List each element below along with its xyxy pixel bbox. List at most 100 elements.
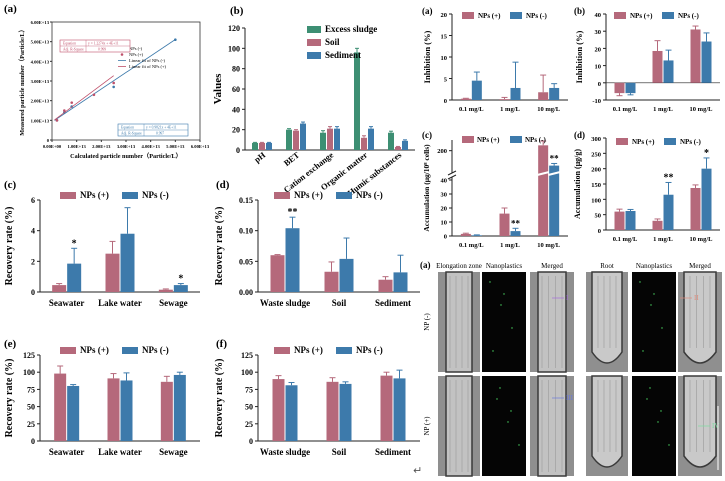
bar (300, 123, 306, 150)
legend-label: NPs (+) (80, 345, 109, 355)
y-axis-label: Accumulation (μg/g) (573, 149, 582, 219)
x-tick-label: 4.00E+13 (142, 144, 161, 149)
y-tick-label: -10 (592, 98, 601, 105)
annotation-label: IV (712, 422, 719, 430)
y-tick-label: 3.00E+13 (31, 79, 50, 84)
y-tick-label: 0.15 (239, 196, 253, 205)
legend-swatch (614, 12, 626, 19)
data-point (174, 38, 177, 41)
bar (158, 289, 173, 292)
y-tick-label: 0.05 (239, 257, 253, 266)
bar (701, 41, 712, 83)
r2-label: Adj. R-Square (121, 132, 142, 136)
legend-swatch (462, 136, 474, 143)
bar (625, 82, 636, 94)
equation-text: y = 1.2274x + 4E+11 (88, 42, 119, 46)
x-tick-label: 0.1 mg/L (459, 106, 484, 113)
bar (549, 165, 560, 236)
bar (324, 271, 339, 292)
legend-swatch (307, 52, 321, 59)
y-tick-label: 0 (444, 98, 447, 105)
bar (393, 378, 406, 441)
y-tick-label: 125 (23, 351, 35, 360)
legend-label: Linear fit of NPs (+) (129, 64, 167, 69)
legend-label: NPs (+) (478, 12, 501, 20)
chart-right-d-accumulation: (d) Accumulation (μg/g) 0 50 100 150 200 250 300… (573, 130, 720, 243)
row-label: NP (-) (423, 313, 431, 331)
y-tick-label: 6 (31, 196, 35, 205)
x-tick-label: 10 mg/L (537, 106, 561, 113)
y-tick-label: 4.00E+13 (31, 59, 50, 64)
data-point (112, 81, 115, 85)
column-header: Root (600, 262, 614, 270)
chart-e-recovery-water: (e) Recovery rate (%) 0 25 50 75 100 125 Seawate… (4, 338, 200, 457)
bar (652, 50, 663, 83)
x-tick-label: BET (282, 149, 302, 168)
y-tick-label: 100 (228, 44, 240, 53)
x-tick-label: 10 mg/L (690, 236, 714, 243)
legend-label: NPs (-) (142, 345, 169, 355)
bar (320, 132, 326, 150)
bar (52, 285, 67, 292)
legend-swatch (274, 347, 290, 354)
data-point (63, 109, 66, 112)
data-point (70, 101, 74, 104)
y-tick-label: 80 (232, 65, 240, 74)
bar-break (536, 171, 550, 176)
x-tick-label: 0.1 mg/L (613, 236, 638, 243)
bar (67, 263, 82, 292)
bar (354, 52, 360, 150)
legend-label: Soil (325, 37, 340, 47)
y-axis-label: Recovery rate (%) (4, 359, 15, 438)
y-tick-label: 100 (241, 368, 253, 377)
x-tick-label: Sewage (159, 298, 188, 308)
bar (270, 255, 285, 292)
y-tick-label: 30 (595, 29, 602, 36)
significance-mark: ** (288, 207, 298, 218)
significance-mark: ** (511, 218, 521, 228)
y-tick-label: 10 (441, 55, 448, 62)
bar (380, 375, 393, 441)
bar (272, 379, 285, 441)
bar (663, 194, 674, 230)
legend-swatch (307, 39, 321, 46)
x-tick-label: Seawater (49, 447, 85, 457)
x-tick-label: Waste sludge (260, 298, 310, 308)
legend-swatch (510, 12, 522, 19)
panel-label: (a) (4, 3, 17, 15)
y-tick-label: 1.00E+13 (31, 118, 50, 123)
x-tick-label: 1 mg/L (500, 106, 520, 113)
x-tick-label: 1 mg/L (500, 242, 520, 249)
legend-swatch (336, 347, 352, 354)
chart-f-recovery-solid: (f) Recovery rate (%) 0 25 50 75 100 125 Waste s… (214, 338, 420, 457)
bar (334, 128, 340, 150)
bar (173, 285, 188, 292)
y-tick-label: 0 (598, 228, 601, 235)
y-tick-label: 50 (245, 403, 253, 412)
bar (327, 128, 333, 150)
legend-label: NPs (+) (129, 52, 144, 57)
y-tick-label: 0 (444, 234, 447, 241)
chart-a-scatter: (a) 0.00E+00 1.00E+13 2.00E+13 3.00E+13 4.00E… (4, 3, 210, 160)
data-point (55, 119, 59, 122)
bar (402, 140, 408, 150)
bar (625, 210, 636, 230)
row-label: NP (+) (423, 416, 431, 436)
y-axis-label: Recovery rate (%) (214, 207, 225, 286)
significance-mark: * (704, 148, 709, 159)
bar (701, 168, 712, 230)
y-axis-label: Recovery rate (%) (214, 359, 225, 438)
bar (499, 99, 510, 100)
y-tick-label: 20 (595, 46, 602, 53)
legend-label: NPs (+) (80, 190, 109, 200)
y-tick-label: 100 (591, 197, 601, 204)
annotation-label: II (694, 294, 699, 302)
y-tick-label: 0 (31, 437, 35, 446)
bar (259, 142, 265, 150)
bar (393, 272, 408, 292)
column-header: Merged (689, 262, 711, 270)
bar (361, 137, 367, 150)
x-axis-label: Calculated particle number（Particle/L） (70, 152, 182, 160)
axis-break (447, 170, 457, 176)
bar (652, 220, 663, 230)
